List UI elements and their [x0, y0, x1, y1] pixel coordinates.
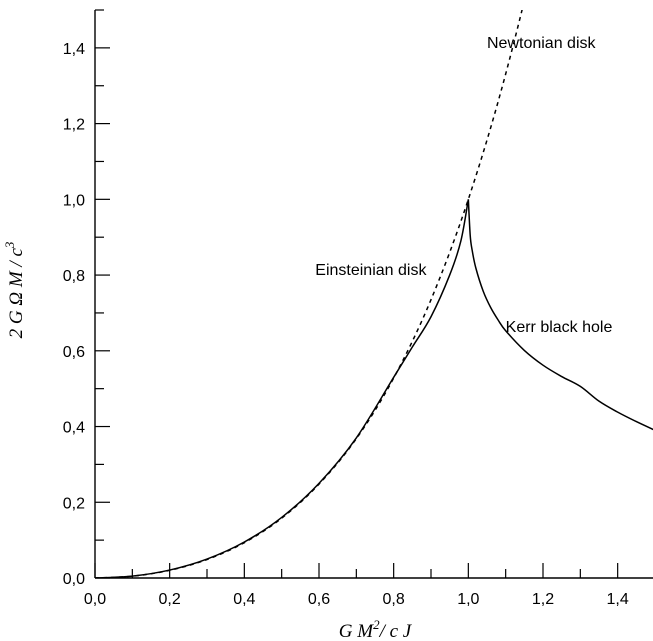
curve-annotations: Newtonian disk Einsteinian disk Kerr black… [315, 35, 612, 336]
y-axis-label: 2 G Ω M / c3 [2, 241, 27, 338]
einsteinian-disk-label: Einsteinian disk [315, 262, 427, 279]
newtonian-disk-curve [95, 10, 523, 578]
kerr-black-hole-curve [467, 199, 653, 431]
x-tick-label: 0,6 [308, 591, 330, 608]
x-tick-label: 0,8 [383, 591, 405, 608]
x-axis-label-superscript: 2 [373, 617, 380, 632]
y-axis-label-superscript: 3 [2, 241, 17, 249]
plot-curves [95, 10, 653, 578]
x-axis-label: G M2/ c J [339, 617, 413, 641]
x-tick-label: 0,0 [84, 591, 106, 608]
x-tick-label: 1,0 [457, 591, 479, 608]
y-tick-label: 1,0 [63, 192, 85, 209]
y-tick-label: 0,2 [63, 495, 85, 512]
x-tick-label: 1,2 [532, 591, 554, 608]
axes-frame [94, 10, 653, 579]
y-tick-label: 1,4 [63, 41, 85, 58]
y-tick-label: 1,2 [63, 117, 85, 134]
axis-ticks [94, 9, 619, 579]
kerr-black-hole-label: Kerr black hole [506, 319, 613, 336]
y-tick-label: 0,4 [63, 420, 85, 437]
x-tick-label: 0,2 [159, 591, 181, 608]
y-axis-label-main: 2 G Ω M / c [6, 248, 27, 339]
y-tick-label: 0,0 [63, 571, 85, 588]
x-tick-label: 0,4 [233, 591, 255, 608]
x-tick-label: 1,4 [607, 591, 629, 608]
y-tick-label: 0,6 [63, 344, 85, 361]
x-axis-label-tail: / c J [379, 621, 413, 641]
einsteinian-disk-curve [95, 199, 470, 578]
y-tick-label: 0,8 [63, 268, 85, 285]
x-axis-label-main: G M [339, 621, 374, 641]
tick-labels: 0,0 0,2 0,4 0,6 0,8 1,0 1,2 1,4 0,0 0,2 0,4 0,6 0,8 1… [63, 41, 629, 608]
newtonian-disk-label: Newtonian disk [487, 35, 597, 52]
